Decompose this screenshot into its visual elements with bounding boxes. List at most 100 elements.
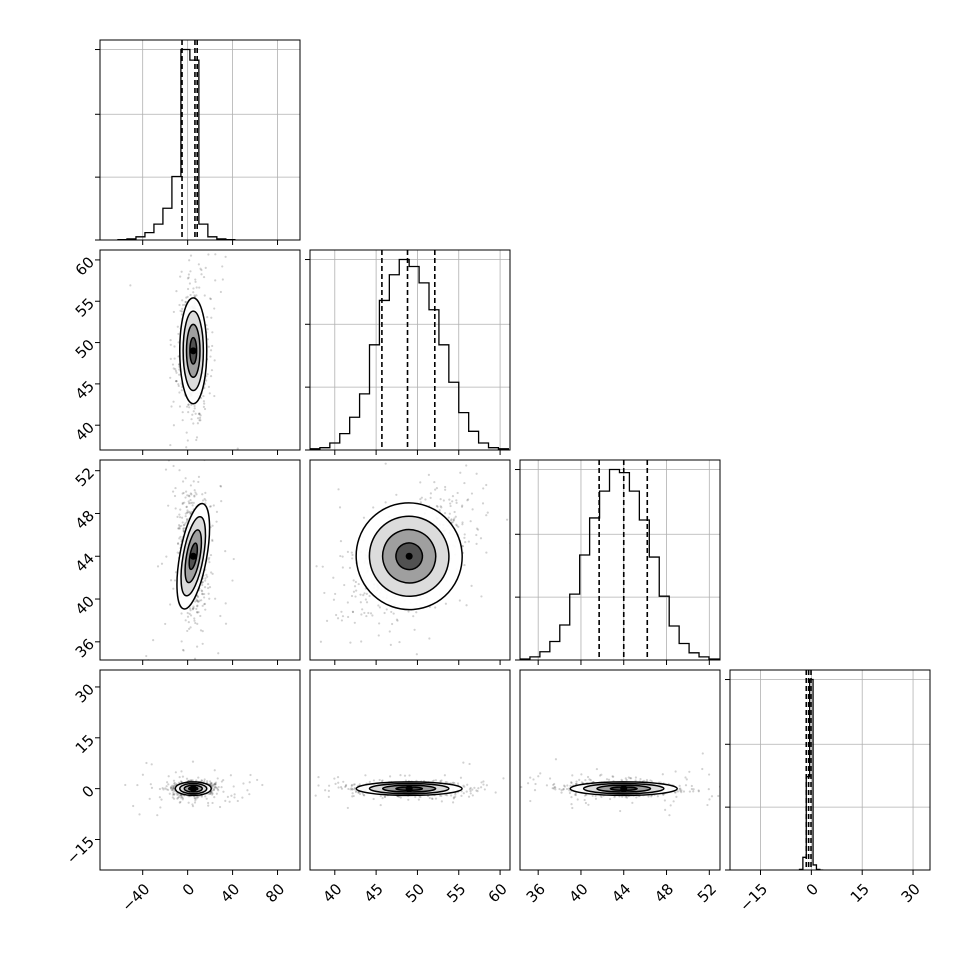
scatter-point	[196, 611, 199, 614]
scatter-point	[233, 793, 236, 796]
scatter-point	[364, 774, 367, 777]
scatter-point	[248, 793, 251, 796]
scatter-point	[419, 481, 422, 484]
scatter-point	[357, 791, 360, 794]
scatter-point	[182, 529, 185, 533]
scatter-point	[181, 516, 184, 519]
scatter-point	[196, 796, 199, 799]
scatter-point	[214, 781, 218, 784]
scatter-point	[220, 500, 223, 503]
scatter-point	[173, 357, 176, 360]
scatter-point	[584, 779, 587, 782]
scatter-point	[228, 666, 230, 668]
scatter-point	[465, 790, 468, 793]
scatter-point	[339, 786, 343, 789]
scatter-point	[301, 794, 303, 796]
scatter-point	[463, 563, 466, 567]
scatter-point	[141, 773, 144, 776]
scatter-point	[201, 499, 205, 502]
scatter-point	[178, 537, 181, 540]
scatter-point	[184, 522, 187, 525]
scatter-point	[188, 259, 191, 262]
scatter-point	[674, 770, 677, 773]
scatter-point	[184, 515, 187, 518]
scatter-point	[258, 774, 260, 776]
scatter-point	[180, 794, 183, 797]
scatter-point	[204, 454, 206, 456]
scatter-point	[176, 793, 179, 796]
scatter-point	[213, 359, 216, 362]
scatter-point	[209, 374, 213, 378]
scatter-point	[175, 380, 178, 383]
scatter-point	[440, 506, 443, 509]
scatter-point	[205, 573, 208, 576]
scatter-point	[209, 297, 213, 301]
scatter-point	[215, 792, 218, 795]
scatter-point	[178, 391, 181, 394]
scatter-point	[230, 794, 233, 797]
scatter-point	[352, 590, 356, 593]
scatter-point	[224, 602, 227, 605]
scatter-point	[453, 510, 456, 514]
scatter-point	[417, 798, 420, 801]
scatter-point	[208, 597, 211, 600]
histogram-panel-1	[305, 249, 511, 455]
scatter-point	[181, 796, 184, 800]
x-tick-label: 60	[485, 880, 511, 906]
scatter-point	[201, 493, 204, 496]
scatter-point	[383, 795, 386, 799]
scatter-point	[485, 784, 488, 787]
scatter-point	[164, 787, 167, 790]
scatter-point	[419, 501, 422, 504]
scatter-point	[479, 537, 483, 540]
scatter-point	[445, 424, 447, 426]
scatter-point	[358, 783, 361, 786]
scatter-point	[199, 629, 203, 632]
scatter-point	[192, 480, 195, 483]
scatter-point	[174, 771, 177, 774]
scatter-point	[156, 814, 159, 817]
scatter-point	[132, 804, 135, 808]
scatter-point	[586, 775, 590, 779]
scatter-point	[340, 787, 344, 790]
scatter-point	[158, 787, 162, 791]
scatter-point	[211, 793, 214, 796]
scatter-point	[194, 600, 197, 603]
x-tick-label: 50	[402, 880, 428, 906]
scatter-point	[181, 775, 185, 778]
y-tick-label: 52	[72, 464, 98, 490]
scatter-point	[196, 422, 200, 425]
scatter-point	[343, 769, 345, 771]
scatter-point	[193, 801, 197, 804]
scatter-point	[186, 629, 189, 633]
scatter-point	[208, 586, 212, 589]
scatter-point	[197, 675, 199, 677]
scatter-point	[451, 495, 455, 498]
histogram-step-line	[117, 48, 236, 240]
scatter-point	[150, 763, 153, 766]
scatter-point	[204, 795, 207, 798]
scatter-point	[232, 557, 235, 561]
scatter-point	[462, 784, 465, 787]
scatter-point	[217, 789, 220, 792]
scatter-point	[473, 786, 476, 789]
scatter-point	[175, 371, 178, 374]
scatter-point	[185, 490, 188, 493]
scatter-point	[471, 788, 474, 791]
scatter-point	[399, 774, 402, 777]
scatter-point	[201, 590, 204, 593]
scatter-point	[191, 607, 195, 610]
scatter-point	[211, 524, 214, 527]
scatter-point	[181, 411, 184, 414]
scatter-point	[196, 417, 200, 420]
scatter-panel-1-3: 40 45 50 55 60	[258, 669, 511, 906]
scatter-point	[197, 600, 200, 603]
scatter-point	[521, 568, 523, 570]
scatter-point	[688, 770, 691, 773]
scatter-point	[486, 425, 488, 427]
scatter-point	[195, 598, 198, 602]
scatter-point	[217, 785, 220, 789]
scatter-point	[486, 511, 489, 514]
scatter-point	[188, 627, 191, 630]
y-tick-label: 40	[72, 592, 98, 618]
